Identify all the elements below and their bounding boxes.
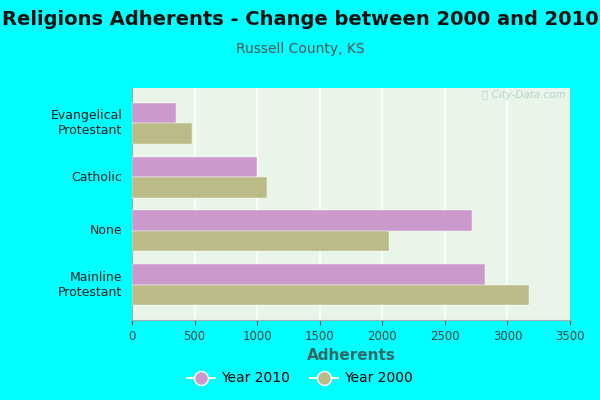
Legend: Year 2010, Year 2000: Year 2010, Year 2000 [182, 366, 418, 391]
Text: ⓘ City-Data.com: ⓘ City-Data.com [482, 90, 566, 100]
Bar [132, 285, 529, 306]
X-axis label: Adherents: Adherents [307, 348, 395, 363]
Bar [132, 210, 472, 231]
Bar [132, 102, 176, 123]
Bar [132, 264, 485, 285]
Text: Religions Adherents - Change between 2000 and 2010: Religions Adherents - Change between 200… [2, 10, 598, 29]
Bar [132, 177, 267, 198]
Bar [132, 156, 257, 177]
Text: Russell County, KS: Russell County, KS [236, 42, 364, 56]
Bar [132, 123, 192, 144]
Bar [132, 231, 389, 252]
